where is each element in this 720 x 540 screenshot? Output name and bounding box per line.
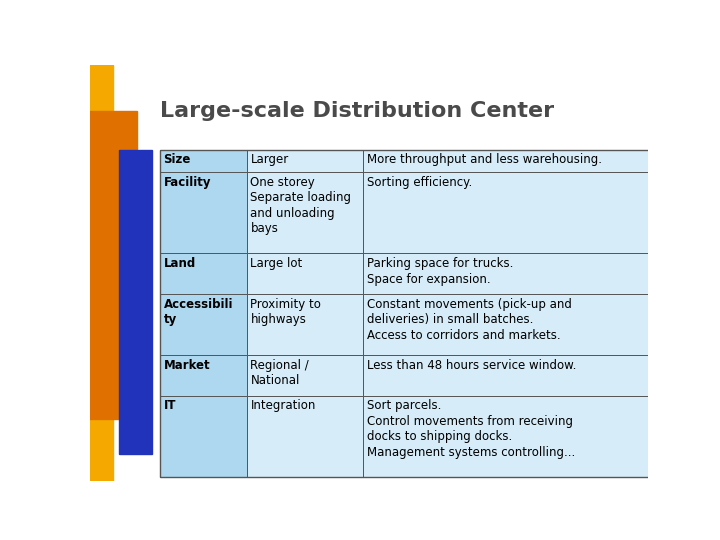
Bar: [160, 253, 246, 294]
Bar: [363, 395, 665, 477]
Bar: [246, 355, 363, 395]
Bar: [363, 172, 665, 253]
Bar: [363, 150, 665, 172]
Text: Land: Land: [163, 257, 196, 270]
Bar: [90, 111, 137, 419]
Bar: [363, 355, 665, 395]
Bar: [160, 150, 665, 477]
Text: IT: IT: [163, 400, 176, 413]
Text: Parking space for trucks.
Space for expansion.: Parking space for trucks. Space for expa…: [366, 257, 513, 286]
Text: Regional /
National: Regional / National: [251, 359, 309, 387]
Text: Integration: Integration: [251, 400, 316, 413]
Text: Large lot: Large lot: [251, 257, 302, 270]
Bar: [160, 172, 246, 253]
Bar: [160, 294, 246, 355]
Text: Size: Size: [163, 153, 191, 166]
Bar: [363, 253, 665, 294]
Bar: [160, 355, 246, 395]
Text: Larger: Larger: [251, 153, 289, 166]
Bar: [160, 150, 246, 172]
Text: Accessibili
ty: Accessibili ty: [163, 298, 233, 326]
Text: Market: Market: [163, 359, 210, 372]
Bar: [363, 294, 665, 355]
Text: One storey
Separate loading
and unloading
bays: One storey Separate loading and unloadin…: [251, 176, 351, 235]
Text: Large-scale Distribution Center: Large-scale Distribution Center: [160, 101, 554, 121]
Bar: [120, 150, 152, 454]
Text: Facility: Facility: [163, 176, 211, 189]
Bar: [246, 253, 363, 294]
Text: Constant movements (pick-up and
deliveries) in small batches.
Access to corridor: Constant movements (pick-up and deliveri…: [366, 298, 572, 342]
Text: Sorting efficiency.: Sorting efficiency.: [366, 176, 472, 189]
Bar: [246, 172, 363, 253]
Text: Less than 48 hours service window.: Less than 48 hours service window.: [366, 359, 576, 372]
Text: Sort parcels.
Control movements from receiving
docks to shipping docks.
Manageme: Sort parcels. Control movements from rec…: [366, 400, 575, 459]
Text: More throughput and less warehousing.: More throughput and less warehousing.: [366, 153, 602, 166]
Bar: [160, 395, 246, 477]
Bar: [90, 65, 113, 481]
Bar: [246, 395, 363, 477]
Bar: [246, 294, 363, 355]
Text: Proximity to
highways: Proximity to highways: [251, 298, 321, 326]
Bar: [246, 150, 363, 172]
